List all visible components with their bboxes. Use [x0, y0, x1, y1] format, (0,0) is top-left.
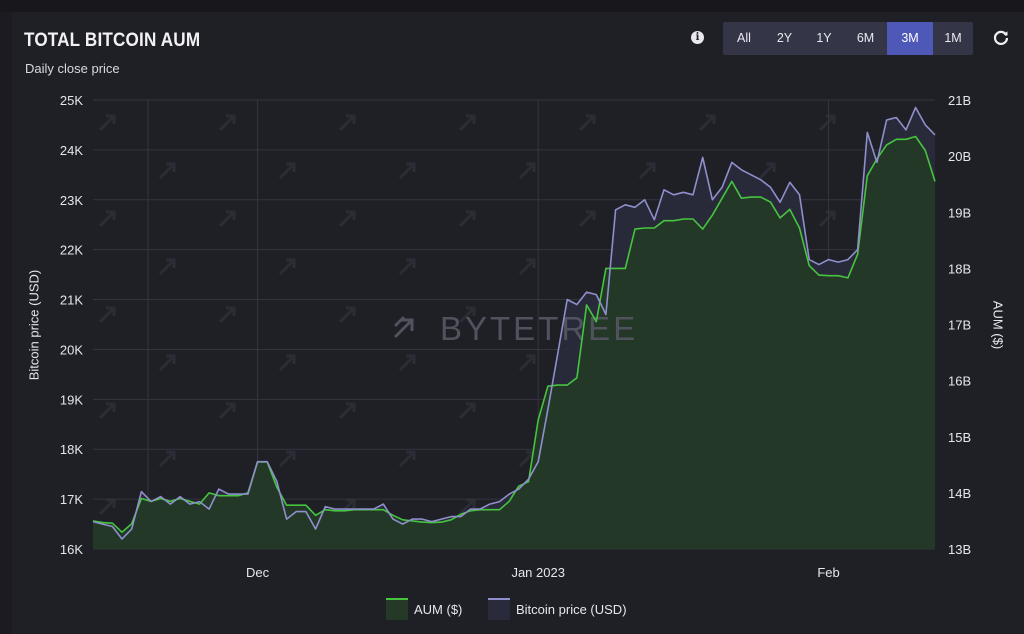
btc-swatch-icon — [488, 598, 510, 620]
svg-text:BYTETREE: BYTETREE — [440, 310, 638, 347]
range-button-all[interactable]: All — [737, 31, 751, 45]
y-right-tick-label: 17B — [948, 318, 971, 333]
y-right-tick-label: 19B — [948, 205, 971, 220]
y-right-tick-label: 20B — [948, 149, 971, 164]
y-left-tick-label: 23K — [60, 193, 83, 208]
y-right-tick-label: 16B — [948, 374, 971, 389]
y-axis-left-title: Bitcoin price (USD) — [26, 269, 42, 381]
aum-swatch-icon — [386, 598, 408, 620]
y-left-tick-label: 25K — [60, 93, 83, 108]
y-left-tick-label: 21K — [60, 293, 83, 308]
y-left-tick-label: 20K — [60, 342, 83, 357]
range-button-3m[interactable]: 3M — [887, 22, 933, 55]
top-strip — [0, 0, 1024, 12]
y-left-tick-label: 19K — [60, 392, 83, 407]
aum-line — [92, 135, 936, 534]
refresh-icon[interactable] — [992, 28, 1010, 46]
legend-item-btc[interactable]: Bitcoin price (USD) — [488, 598, 627, 620]
x-tick-label: Feb — [817, 565, 839, 580]
y-right-tick-label: 15B — [948, 430, 971, 445]
y-right-tick-label: 21B — [948, 93, 971, 108]
chart-subtitle: Daily close price — [25, 61, 120, 76]
chart-legend: AUM ($) Bitcoin price (USD) — [0, 598, 1024, 620]
chart-plot: BYTETREE 16K 17K 18K 19K 20K 21K 22K 23K 24K 25K 1… — [60, 93, 971, 580]
range-button-2y[interactable]: 2Y — [776, 31, 793, 45]
y-left-tick-label: 18K — [60, 442, 83, 457]
y-right-tick-label: 18B — [948, 261, 971, 276]
y-left-tick-label: 24K — [60, 143, 83, 158]
y-left-tick-label: 22K — [60, 243, 83, 258]
legend-item-aum[interactable]: AUM ($) — [386, 598, 462, 620]
range-button-6m[interactable]: 6M — [856, 31, 875, 45]
y-axis-right-title: AUM ($) — [990, 300, 1006, 350]
range-button-1y[interactable]: 1Y — [816, 31, 832, 45]
bytetree-watermark: BYTETREE — [393, 310, 638, 347]
time-range-selector: All 2Y 1Y 6M 3M 1M — [723, 22, 973, 55]
y-right-tick-label: 14B — [948, 486, 971, 501]
range-button-1m[interactable]: 1M — [944, 31, 962, 45]
y-left-tick-label: 17K — [60, 492, 83, 507]
y-left-tick-label: 16K — [60, 542, 83, 557]
info-icon[interactable]: i — [691, 31, 704, 44]
aum-area — [93, 136, 935, 549]
x-tick-label: Dec — [246, 565, 270, 580]
legend-label-btc: Bitcoin price (USD) — [516, 601, 627, 617]
btc-line — [92, 106, 936, 540]
legend-label-aum: AUM ($) — [414, 601, 463, 617]
chart-title: TOTAL BITCOIN AUM — [24, 30, 201, 51]
y-right-tick-label: 13B — [948, 542, 971, 557]
x-tick-label: Jan 2023 — [511, 565, 565, 580]
